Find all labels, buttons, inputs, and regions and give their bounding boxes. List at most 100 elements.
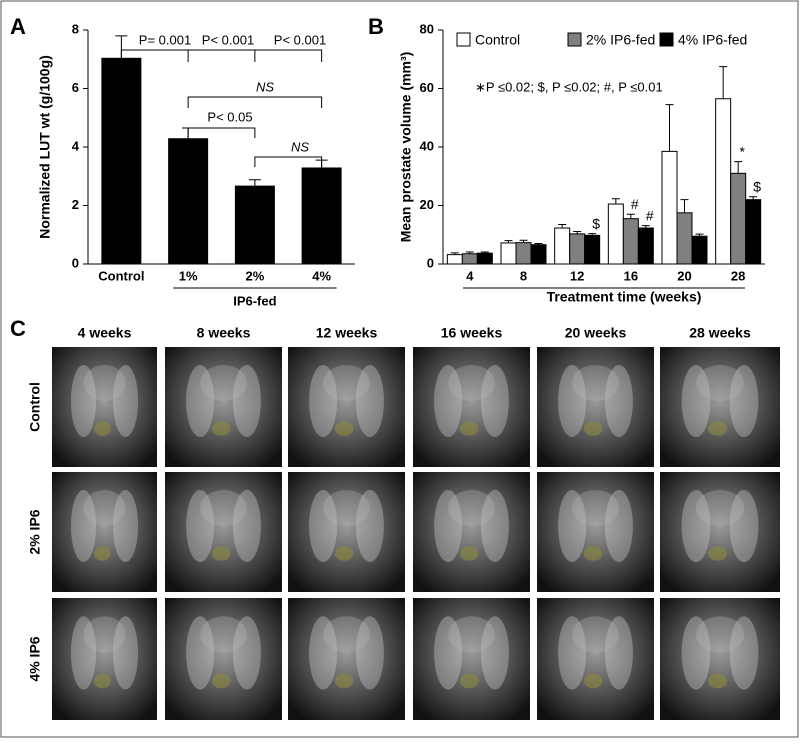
prostate-outline [459,673,479,689]
mri-structure [355,490,384,562]
y-tick-label: 80 [420,21,434,36]
bar [607,203,624,265]
mri-structure [200,616,247,653]
bar [500,242,517,265]
mri-image [52,598,157,720]
error-bar [480,251,489,254]
significance-marker: $ [753,178,761,194]
x-tick-label: 8 [520,268,527,283]
bracket [187,96,323,108]
mri-structure [434,490,463,562]
mri-image [413,347,530,467]
significance-marker: # [631,196,639,212]
mri-structure [480,490,509,562]
mri-structure [434,616,463,690]
mri-structure [309,365,338,437]
prostate-outline [94,546,111,561]
prostate-outline [583,421,603,436]
legend-label: Control [475,32,520,48]
mri-image [165,598,282,720]
column-header: 28 weeks [689,325,751,341]
prostate-outline [583,546,603,561]
mri-structure [448,616,495,653]
mri-image [537,598,654,720]
bar [745,199,762,265]
row-label: Control [27,382,43,432]
prostate-outline [459,421,479,436]
bar [515,242,532,265]
error-bar [573,231,582,234]
error-bar [719,66,728,99]
bar [476,252,493,265]
prostate-outline [211,421,231,436]
y-tick-label: 60 [420,80,434,95]
column-header: 4 weeks [78,325,132,341]
prostate-outline [94,673,111,689]
row-label: 4% IP6 [27,636,43,681]
mri-structure [70,490,97,562]
x-tick-label: 12 [570,268,584,283]
mri-structure [186,490,215,562]
significance-marker: * [739,143,745,159]
x-tick-label: 2% [245,268,264,283]
x-tick-label: Control [98,268,144,283]
y-tick-label: 2 [72,197,79,212]
bar [101,57,142,264]
group-label: IP6-fed [233,293,276,308]
y-tick-label: 8 [72,21,79,36]
mri-structure [558,490,587,562]
column-header: 8 weeks [197,325,251,341]
mri-structure [309,490,338,562]
mri-structure [681,365,711,437]
mri-structure [604,490,633,562]
mri-structure [323,365,370,401]
mri-structure [572,365,619,401]
error-bar [558,224,567,229]
bar [730,172,747,265]
bracket [254,156,323,167]
column-header: 16 weeks [441,325,503,341]
bar [461,253,478,265]
mri-image [165,472,282,592]
mri-structure [681,490,711,562]
mri-structure [434,365,463,437]
mri-image [413,598,530,720]
panel-label: B [368,14,384,39]
x-tick-label: 28 [731,268,745,283]
bar [446,254,463,265]
mri-structure [355,365,384,437]
significance-marker: $ [592,215,600,231]
prostate-outline [211,546,231,561]
bar [661,150,678,265]
significance-label: P< 0.05 [207,109,252,124]
mri-structure [323,490,370,526]
row-label: 2% IP6 [27,509,43,554]
mri-image [165,347,282,467]
mri-structure [112,490,139,562]
x-tick-label: 4% [312,268,331,283]
y-axis-label: Mean prostate volume (mm³) [398,52,414,243]
bar [691,235,708,265]
y-axis-label: Normalized LUT wt (g/100g) [37,55,53,239]
legend-swatch [456,32,471,47]
prostate-outline [708,546,728,561]
mri-structure [572,616,619,653]
prostate-outline [708,421,728,436]
legend-swatch [659,32,674,47]
error-bar [504,240,513,243]
bar [301,167,342,264]
error-bar [695,233,704,237]
mri-image [660,472,780,592]
mri-structure [232,616,261,690]
mri-structure [83,616,126,653]
mri-structure [70,365,97,437]
y-tick-label: 40 [420,138,434,153]
mri-structure [70,616,97,690]
error-bar [641,225,650,229]
mri-structure [112,616,139,690]
error-bar [611,198,620,205]
mri-structure [558,616,587,690]
panel-label: C [10,316,26,341]
bracket [120,49,323,80]
mri-structure [83,490,126,526]
